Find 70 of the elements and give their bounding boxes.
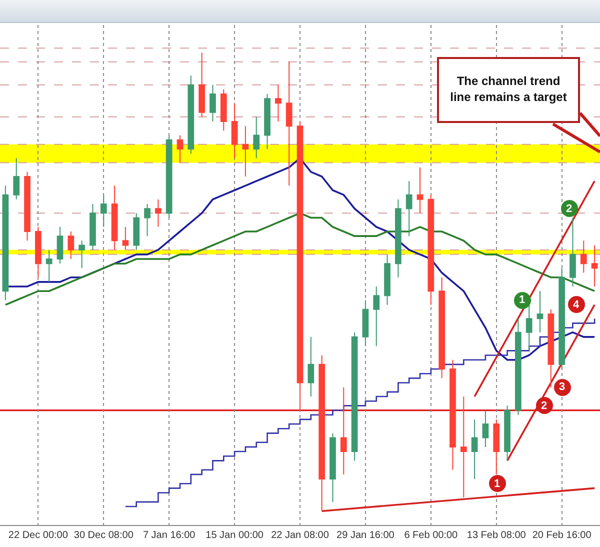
candlestick bbox=[471, 418, 478, 480]
x-tick-label: 7 Jan 16:00 bbox=[142, 530, 196, 541]
candlestick bbox=[591, 244, 598, 288]
annotation: 1 bbox=[488, 475, 506, 492]
candlestick bbox=[56, 226, 64, 264]
candlestick bbox=[144, 204, 150, 237]
candlestick bbox=[450, 359, 456, 470]
candlestick bbox=[493, 418, 500, 475]
candlestick bbox=[558, 268, 565, 370]
candlestick bbox=[155, 198, 162, 228]
candlestick bbox=[2, 185, 9, 301]
annotation: The channel trend line remains a target bbox=[437, 57, 580, 123]
candlestick bbox=[373, 286, 380, 347]
candlestick bbox=[286, 61, 292, 186]
candlestick bbox=[46, 249, 52, 282]
candlestick bbox=[13, 158, 20, 200]
candlestick bbox=[275, 84, 282, 122]
candlestick bbox=[416, 166, 424, 214]
candlestick bbox=[504, 405, 510, 462]
candlestick bbox=[308, 336, 314, 398]
candlestick bbox=[526, 304, 532, 352]
candlestick bbox=[122, 226, 129, 250]
candlestick bbox=[133, 212, 140, 250]
candlestick bbox=[515, 318, 522, 416]
candlestick bbox=[166, 134, 172, 218]
candlestick bbox=[351, 332, 358, 462]
candlestick bbox=[35, 226, 42, 278]
candlestick bbox=[482, 410, 489, 448]
candlestick bbox=[90, 204, 96, 250]
candlestick bbox=[24, 171, 30, 242]
candlestick bbox=[198, 52, 205, 118]
candlestick bbox=[78, 240, 85, 269]
candlestick bbox=[100, 194, 107, 228]
annotation: 3 bbox=[554, 378, 570, 396]
candlestick bbox=[231, 102, 238, 159]
candlestick bbox=[438, 276, 445, 379]
x-tick-label: 30 Dec 08:00 bbox=[74, 530, 134, 541]
candlestick bbox=[318, 354, 325, 512]
candlestick bbox=[264, 93, 270, 150]
x-tick-label: 13 Feb 08:00 bbox=[466, 530, 526, 541]
candlestick bbox=[330, 432, 336, 502]
x-tick-label: 20 Feb 16:00 bbox=[532, 530, 592, 541]
candlestick bbox=[188, 75, 194, 154]
annotation: 2 bbox=[536, 397, 552, 414]
x-tick-label: 22 Dec 00:00 bbox=[8, 530, 68, 541]
candlestick bbox=[362, 300, 369, 347]
annotation: 4 bbox=[568, 296, 584, 314]
x-tick-label: 15 Jan 00:00 bbox=[206, 530, 264, 541]
x-tick-label: 6 Feb 00:00 bbox=[404, 530, 458, 541]
candlestick bbox=[460, 396, 467, 498]
candlestick bbox=[384, 254, 390, 306]
candlestick bbox=[111, 185, 118, 250]
candlestick bbox=[548, 308, 554, 388]
candlestick bbox=[340, 386, 347, 475]
candlestick bbox=[395, 198, 402, 278]
candlestick bbox=[253, 116, 260, 159]
annotation: 1 bbox=[514, 292, 530, 309]
candlestick bbox=[176, 134, 184, 164]
x-tick-label: 22 Jan 08:00 bbox=[271, 530, 330, 541]
candlestick bbox=[580, 240, 587, 274]
candlestick bbox=[406, 180, 412, 237]
candlestick bbox=[68, 231, 74, 260]
annotation: 2 bbox=[560, 200, 578, 218]
candlestick bbox=[570, 217, 576, 288]
candlestick bbox=[428, 194, 434, 306]
x-tick-label: 29 Jan 16:00 bbox=[336, 530, 395, 541]
candlestick bbox=[210, 84, 216, 122]
candlestick bbox=[220, 88, 227, 132]
candlestick bbox=[536, 290, 544, 333]
candlestick bbox=[242, 126, 249, 177]
